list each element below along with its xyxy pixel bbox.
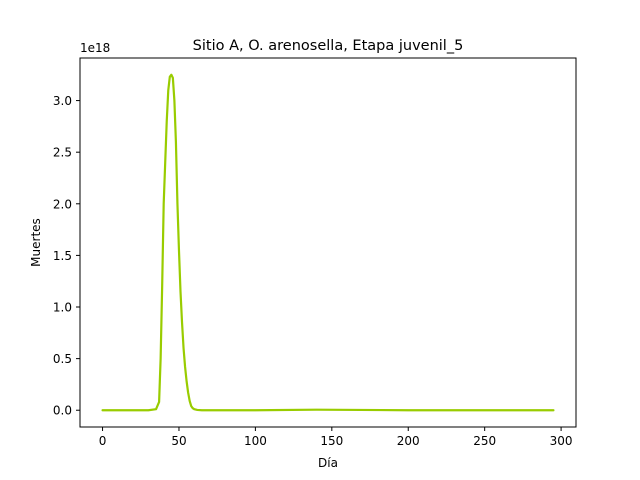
x-axis-label: Día xyxy=(318,456,338,470)
x-tick-label-3: 150 xyxy=(320,434,343,448)
y-axis-label: Muertes xyxy=(29,218,43,267)
x-tick-label-0: 0 xyxy=(99,434,107,448)
x-tick-label-5: 250 xyxy=(473,434,496,448)
chart-title: Sitio A, O. arenosella, Etapa juvenil_5 xyxy=(193,38,464,54)
y-tick-label-3: 1.5 xyxy=(53,249,72,263)
plot-frame xyxy=(79,57,577,428)
x-tick-label-2: 100 xyxy=(244,434,267,448)
y-tick-label-6: 3.0 xyxy=(53,94,72,108)
y-tick-label-4: 2.0 xyxy=(53,197,72,211)
series-line-0 xyxy=(101,73,555,412)
y-tick-label-0: 0.0 xyxy=(53,404,72,418)
plot-area: 0 50 100 150 200 250 300 0.0 0.5 1.0 1.5 2.0 2.5 3.0 xyxy=(53,57,577,448)
x-tick-label-1: 50 xyxy=(171,434,186,448)
y-tick-label-5: 2.5 xyxy=(53,146,72,160)
x-tick-label-6: 300 xyxy=(550,434,573,448)
y-tick-label-2: 1.0 xyxy=(53,301,72,315)
y-offset-label: 1e18 xyxy=(80,41,110,55)
y-tick-label-1: 0.5 xyxy=(53,352,72,366)
x-tick-label-4: 200 xyxy=(397,434,420,448)
